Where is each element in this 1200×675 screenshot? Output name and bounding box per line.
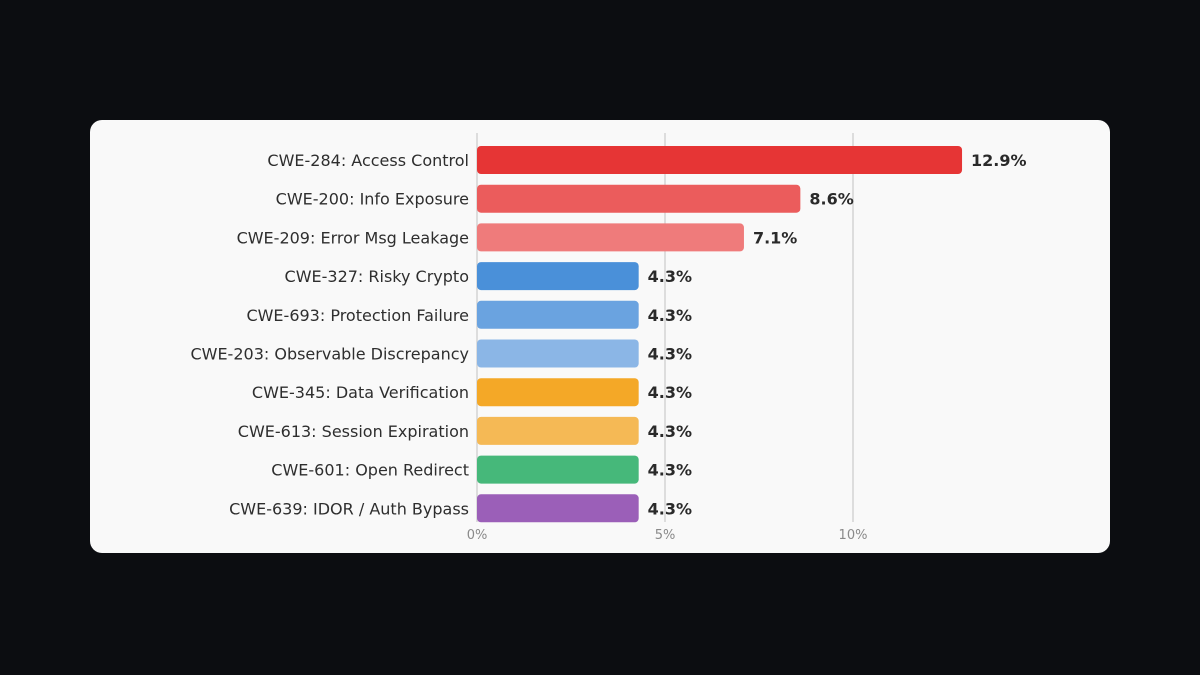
x-tick-label: 10% <box>839 528 868 543</box>
category-label: CWE-327: Risky Crypto <box>285 267 469 286</box>
category-label: CWE-613: Session Expiration <box>238 422 469 441</box>
bar <box>477 494 639 523</box>
x-tick-label: 0% <box>467 528 488 543</box>
labels: 0% 5% 10% CWE-284: Access Control 12.9% CWE-2… <box>190 151 1026 543</box>
chart-card: 0% 5% 10% CWE-284: Access Control 12.9% CWE-2… <box>90 120 1110 553</box>
value-label: 4.3% <box>648 345 692 364</box>
category-label: CWE-209: Error Msg Leakage <box>237 228 469 247</box>
value-label: 4.3% <box>648 306 692 325</box>
value-label: 12.9% <box>971 151 1027 170</box>
value-label: 4.3% <box>648 422 692 441</box>
bar <box>477 416 639 445</box>
category-label: CWE-345: Data Verification <box>252 383 469 402</box>
x-tick-label: 5% <box>655 528 676 543</box>
value-label: 4.3% <box>648 461 692 480</box>
bar <box>477 223 744 252</box>
category-label: CWE-200: Info Exposure <box>276 190 469 209</box>
category-label: CWE-639: IDOR / Auth Bypass <box>229 499 469 518</box>
value-label: 4.3% <box>648 267 692 286</box>
bar <box>477 300 639 329</box>
value-label: 7.1% <box>753 228 797 247</box>
bars <box>477 146 963 523</box>
bar <box>477 378 639 407</box>
category-label: CWE-284: Access Control <box>267 151 469 170</box>
value-label: 4.3% <box>648 383 692 402</box>
bar <box>477 262 639 291</box>
category-label: CWE-203: Observable Discrepancy <box>190 345 469 364</box>
category-label: CWE-601: Open Redirect <box>271 461 469 480</box>
category-label: CWE-693: Protection Failure <box>246 306 469 325</box>
value-label: 4.3% <box>648 499 692 518</box>
bar <box>477 339 639 368</box>
bar <box>477 146 963 174</box>
bar-chart: 0% 5% 10% CWE-284: Access Control 12.9% CWE-2… <box>190 133 1027 543</box>
bar <box>477 455 639 484</box>
value-label: 8.6% <box>809 190 853 209</box>
bar <box>477 184 801 213</box>
